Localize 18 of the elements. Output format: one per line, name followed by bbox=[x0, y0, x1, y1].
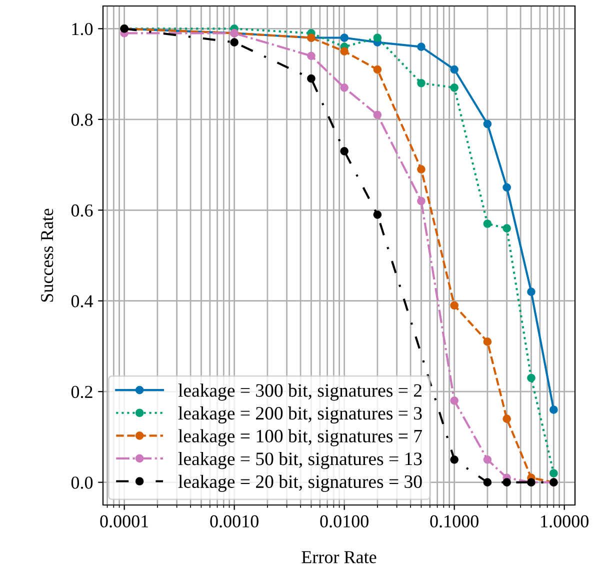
legend-label: leakage = 200 bit, signatures = 3 bbox=[178, 406, 422, 424]
legend-label: leakage = 300 bit, signatures = 2 bbox=[178, 384, 422, 401]
y-tick-label: 0.0 bbox=[71, 476, 93, 489]
x-tick-label: 0.1000 bbox=[430, 515, 478, 528]
legend-label: leakage = 50 bit, signatures = 13 bbox=[178, 452, 422, 470]
x-tick-label: 1.0000 bbox=[541, 515, 588, 528]
x-tick-label: 0.0100 bbox=[320, 515, 368, 528]
x-tick-label: 0.0001 bbox=[100, 515, 148, 528]
legend-label: leakage = 100 bit, signatures = 7 bbox=[178, 429, 422, 446]
x-axis-title: Error Rate bbox=[302, 551, 376, 564]
y-tick-label: 0.8 bbox=[71, 114, 93, 126]
y-tick-label: 0.4 bbox=[71, 295, 93, 308]
y-tick-label: 1.0 bbox=[72, 22, 93, 36]
y-tick-label: 0.6 bbox=[71, 204, 93, 217]
y-axis-title: Success Rate bbox=[41, 208, 54, 302]
y-tick-label: 0.2 bbox=[71, 386, 92, 398]
legend-label: leakage = 20 bit, signatures = 30 bbox=[178, 474, 422, 492]
x-tick-label: 0.0010 bbox=[210, 515, 258, 528]
